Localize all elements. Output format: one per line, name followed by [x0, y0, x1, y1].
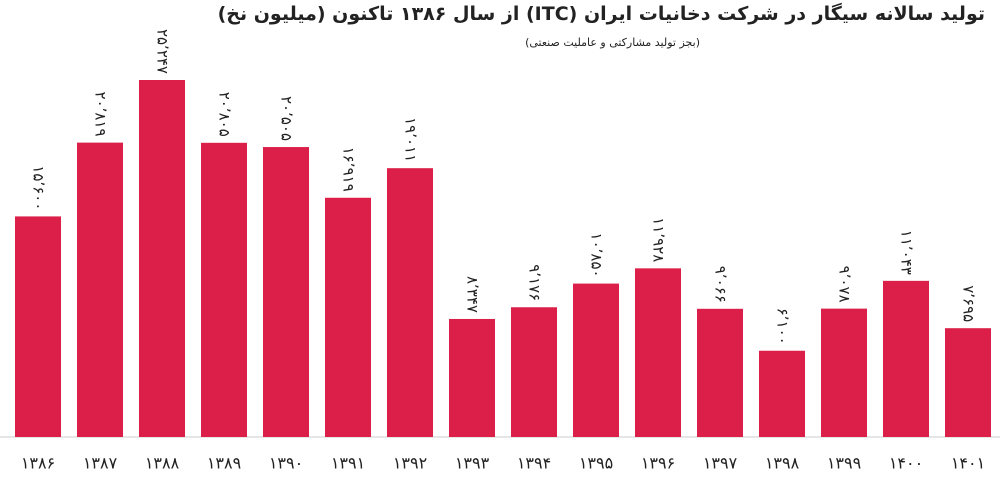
value-label: ۱۹٬۰۱۱	[402, 117, 420, 162]
x-tick-label: ۱۴۰۰	[889, 454, 923, 473]
bar	[77, 142, 123, 437]
x-tick-label: ۱۳۹۳	[455, 454, 490, 473]
bar	[573, 283, 619, 437]
bar	[325, 197, 371, 437]
value-label: ۹٬۰۶۶	[712, 266, 730, 303]
bar	[821, 308, 867, 437]
value-label: ۱۱٬۰۴۳	[898, 230, 916, 275]
value-label: ۹٬۰۷۸	[836, 266, 854, 303]
bar	[697, 308, 743, 437]
bar	[449, 318, 495, 437]
value-label: ۱۱٬۹۲۸	[650, 217, 668, 262]
bar	[759, 350, 805, 437]
value-label: ۹٬۱۷۶	[526, 264, 544, 301]
x-tick-label: ۱۳۸۹	[207, 454, 241, 473]
value-label: ۱۵٬۶۰۰	[30, 165, 48, 210]
value-label: ۷٬۶۹۵	[960, 285, 978, 322]
x-tick-label: ۱۳۹۱	[331, 454, 365, 473]
value-label: ۲۵٬۲۴۷	[154, 29, 172, 74]
value-label: ۱۰٬۸۵۰	[588, 233, 606, 278]
x-tick-label: ۱۳۹۸	[765, 454, 800, 473]
chart-subtitle: (بجز تولید مشارکتی و عاملیت صنعتی)	[525, 36, 700, 49]
bar	[15, 216, 61, 437]
value-label: ۱۶٬۹۱۹	[340, 147, 358, 192]
bar	[945, 328, 991, 437]
bar	[263, 147, 309, 437]
value-label: ۲۰٬۸۱۹	[92, 92, 110, 137]
x-tick-label: ۱۳۹۵	[579, 454, 613, 473]
x-tick-label: ۱۳۹۷	[703, 454, 738, 473]
x-tick-label: ۱۳۸۸	[145, 454, 180, 473]
bar	[511, 307, 557, 437]
x-tick-label: ۱۳۹۰	[269, 454, 303, 473]
bar	[883, 280, 929, 437]
x-tick-label: ۱۴۰۱	[951, 454, 985, 473]
x-tick-label: ۱۳۸۶	[21, 454, 55, 473]
x-tick-label: ۱۳۹۹	[827, 454, 861, 473]
chart-title: تولید سالانه سیگار در شرکت دخانیات ایران…	[218, 2, 985, 25]
value-label: ۲۰٬۸۰۵	[216, 92, 234, 137]
value-label: ۶٬۱۰۰	[774, 308, 792, 345]
value-label: ۸٬۳۴۷	[464, 276, 482, 313]
x-tick-label: ۱۳۹۴	[517, 454, 551, 473]
bar	[139, 80, 185, 437]
x-tick-label: ۱۳۸۷	[83, 454, 118, 473]
x-tick-label: ۱۳۹۶	[641, 454, 675, 473]
value-label: ۲۰٬۵۰۵	[278, 96, 296, 141]
bar	[201, 142, 247, 437]
x-tick-label: ۱۳۹۲	[393, 454, 427, 473]
bar	[635, 268, 681, 437]
bar	[387, 168, 433, 437]
